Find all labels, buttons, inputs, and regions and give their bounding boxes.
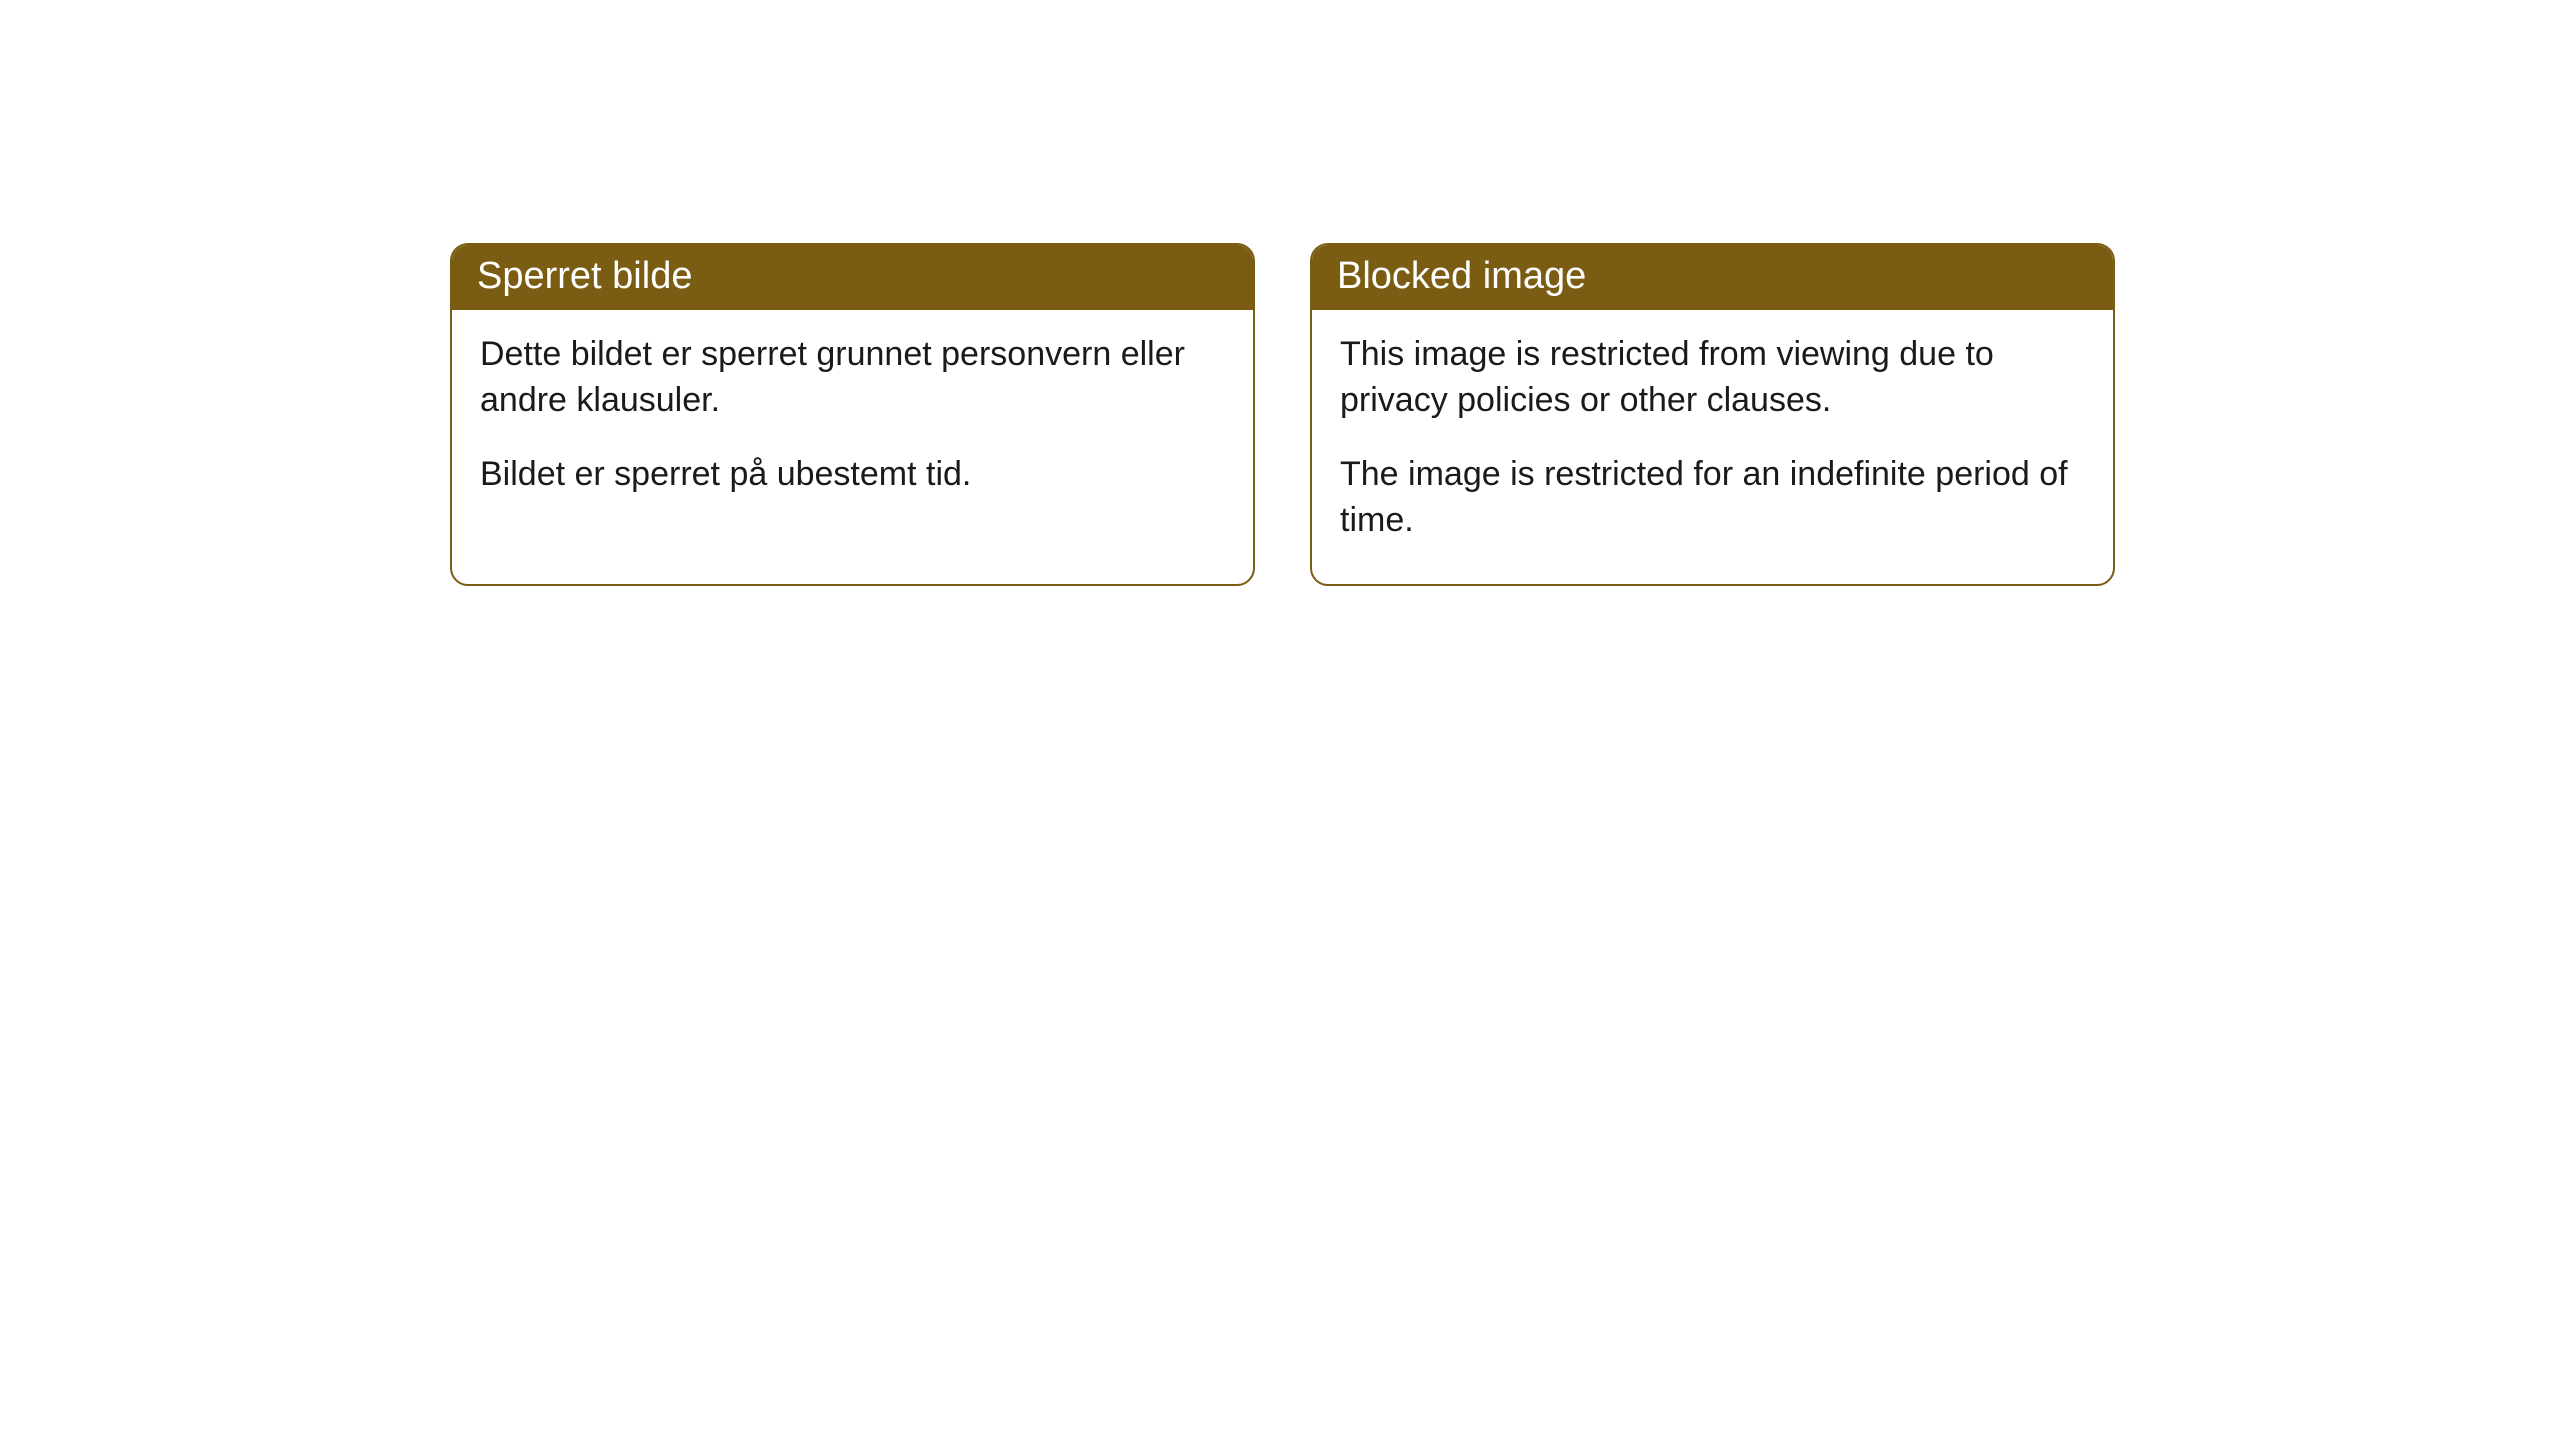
- card-body: Dette bildet er sperret grunnet personve…: [452, 310, 1253, 538]
- notice-card-english: Blocked image This image is restricted f…: [1310, 243, 2115, 586]
- notice-card-norwegian: Sperret bilde Dette bildet er sperret gr…: [450, 243, 1255, 586]
- card-paragraph: The image is restricted for an indefinit…: [1340, 452, 2085, 544]
- notice-cards-container: Sperret bilde Dette bildet er sperret gr…: [450, 243, 2115, 586]
- card-paragraph: Bildet er sperret på ubestemt tid.: [480, 452, 1225, 498]
- card-paragraph: This image is restricted from viewing du…: [1340, 332, 2085, 424]
- card-body: This image is restricted from viewing du…: [1312, 310, 2113, 584]
- card-title: Blocked image: [1312, 245, 2113, 310]
- card-title: Sperret bilde: [452, 245, 1253, 310]
- card-paragraph: Dette bildet er sperret grunnet personve…: [480, 332, 1225, 424]
